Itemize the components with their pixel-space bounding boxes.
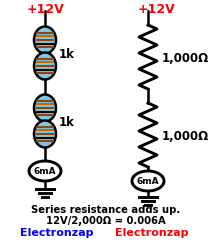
Text: 1k: 1k bbox=[59, 47, 75, 60]
Ellipse shape bbox=[34, 95, 56, 122]
Text: +12V: +12V bbox=[27, 3, 65, 16]
Ellipse shape bbox=[34, 27, 56, 54]
Text: Electronzap: Electronzap bbox=[115, 227, 189, 237]
Text: Electronzap: Electronzap bbox=[20, 227, 94, 237]
Text: 1,000Ω: 1,000Ω bbox=[162, 129, 209, 142]
Ellipse shape bbox=[34, 53, 56, 80]
Text: 6mA: 6mA bbox=[137, 177, 159, 186]
Text: 6mA: 6mA bbox=[34, 167, 56, 176]
Text: +12V: +12V bbox=[138, 3, 176, 16]
Text: Series resistance adds up.: Series resistance adds up. bbox=[31, 204, 181, 214]
Ellipse shape bbox=[34, 121, 56, 148]
Text: 1,000Ω: 1,000Ω bbox=[162, 51, 209, 64]
Ellipse shape bbox=[29, 161, 61, 181]
Ellipse shape bbox=[132, 171, 164, 191]
Text: 1k: 1k bbox=[59, 115, 75, 128]
Text: 12V/2,000Ω = 0.006A: 12V/2,000Ω = 0.006A bbox=[46, 215, 166, 225]
